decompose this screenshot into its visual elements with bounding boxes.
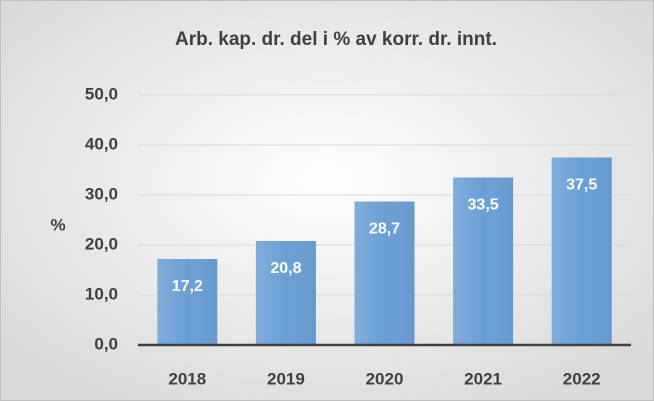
x-tick-label: 2021 xyxy=(464,369,502,388)
y-axis-label: % xyxy=(50,215,65,234)
x-tick-label: 2022 xyxy=(563,369,601,388)
bar-shade xyxy=(157,259,218,345)
bar-shade xyxy=(255,241,316,345)
chart-title: Arb. kap. dr. del i % av korr. dr. innt. xyxy=(175,29,497,50)
data-label: 33,5 xyxy=(468,197,499,214)
y-tick-label: 50,0 xyxy=(85,84,118,103)
data-label: 17,2 xyxy=(172,278,203,295)
x-tick-label: 2018 xyxy=(168,369,206,388)
data-label: 28,7 xyxy=(369,221,400,238)
y-tick-label: 40,0 xyxy=(85,134,118,153)
data-label: 20,8 xyxy=(270,260,301,277)
y-tick-label: 10,0 xyxy=(85,284,118,303)
bar-shade xyxy=(453,177,514,345)
x-tick-label: 2019 xyxy=(267,369,305,388)
y-tick-label: 20,0 xyxy=(85,234,118,253)
y-tick-label: 30,0 xyxy=(85,184,118,203)
bar-shade xyxy=(551,157,612,345)
bar-shade xyxy=(354,201,415,345)
y-tick-label: 0,0 xyxy=(94,334,118,353)
data-label: 37,5 xyxy=(566,177,597,194)
x-tick-label: 2020 xyxy=(366,369,404,388)
